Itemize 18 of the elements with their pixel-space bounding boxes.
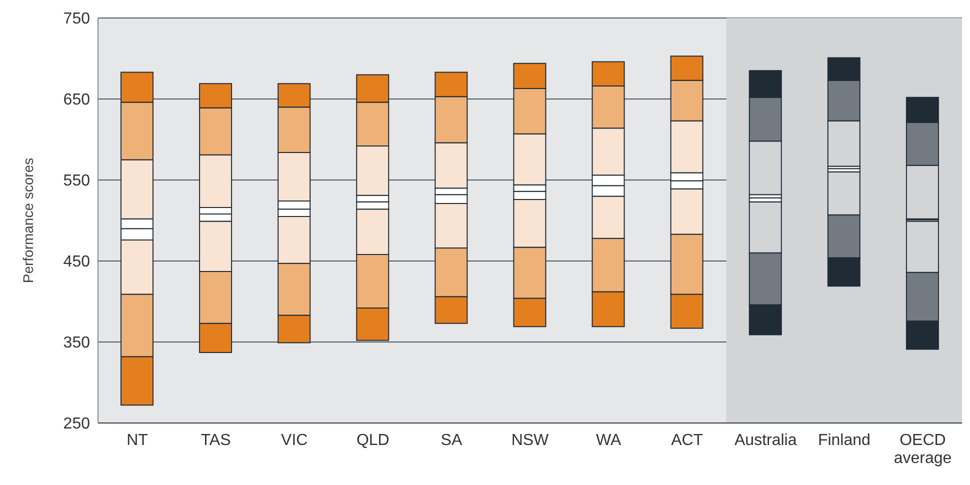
- y-tick-label: 250: [63, 416, 90, 433]
- x-tick-label: NSW: [511, 432, 550, 449]
- x-tick-label: Finland: [818, 432, 870, 449]
- y-tick-label: 350: [63, 334, 90, 352]
- y-tick-label: 650: [63, 92, 90, 109]
- x-tick-label: WA: [596, 432, 622, 449]
- x-tick-label: Australia: [734, 432, 797, 449]
- x-tick-label: NT: [126, 432, 148, 449]
- x-tick-label: ACT: [671, 432, 704, 449]
- x-tick-label: TAS: [200, 432, 231, 449]
- x-tick-label: SA: [440, 432, 462, 449]
- x-tick-label: QLD: [356, 432, 390, 449]
- x-tick-label: VIC: [281, 432, 308, 449]
- y-tick-label: 550: [63, 172, 90, 190]
- y-axis-title: Performance scores: [20, 158, 36, 284]
- y-tick-label: 750: [63, 10, 90, 28]
- x-tick-label: OECD average: [894, 432, 952, 467]
- y-tick-label: 450: [63, 254, 90, 271]
